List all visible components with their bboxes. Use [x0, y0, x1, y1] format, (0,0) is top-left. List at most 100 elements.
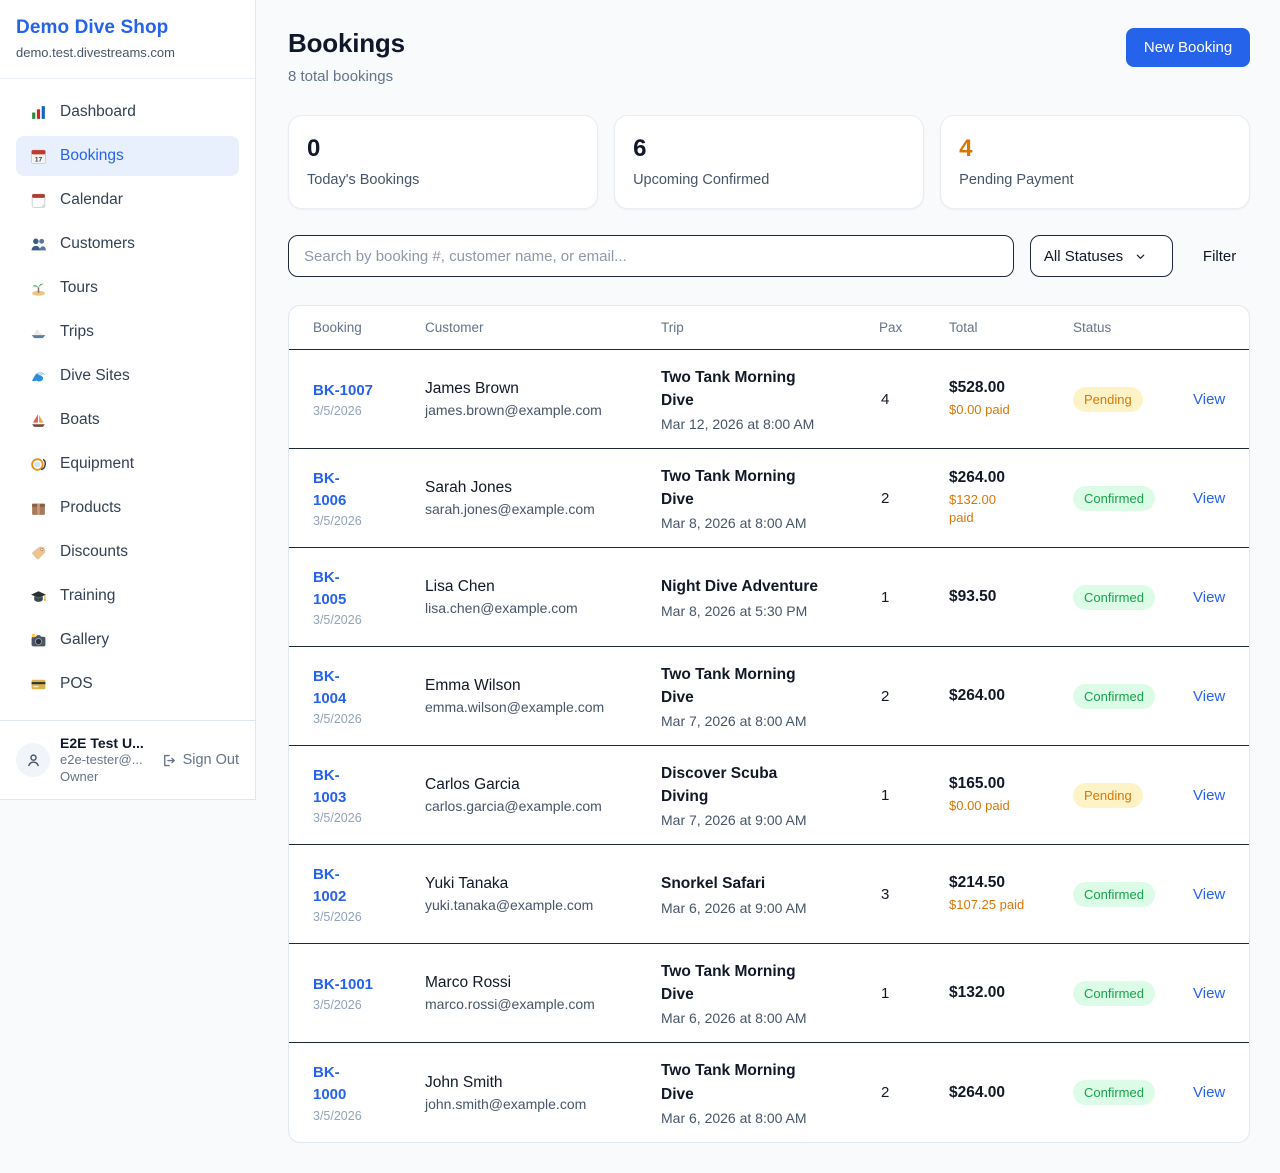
view-link[interactable]: View [1193, 984, 1226, 1002]
trip-cell: Night Dive Adventure Mar 8, 2026 at 5:30 … [661, 575, 879, 618]
sidebar-item-training[interactable]: Training [16, 576, 239, 616]
user-info: E2E Test U... e2e-tester@... Owner [60, 734, 151, 786]
customer-email: emma.wilson@example.com [425, 699, 605, 715]
sidebar-nav: Dashboard 17 Bookings Calendar Customers Tour… [0, 79, 255, 720]
sign-out-label: Sign Out [182, 752, 239, 769]
customer-email: john.smith@example.com [425, 1095, 587, 1112]
booking-row: BK- 1004 3/5/2026 Emma Wilson emma.wilson@e… [289, 647, 1250, 746]
customer-email: marco.rossi@example.com [425, 996, 595, 1012]
sidebar-item-label: Trips [60, 323, 94, 340]
filter-button[interactable]: Filter [1189, 248, 1250, 265]
view-cell: View [1193, 985, 1225, 1002]
sidebar-item-equipment[interactable]: Equipment [16, 444, 239, 484]
booking-number-link[interactable]: BK- 1000 [313, 1064, 347, 1103]
customer-name: Emma Wilson [425, 677, 521, 694]
user-name: E2E Test U... [60, 735, 144, 752]
sidebar-item-tours[interactable]: Tours [16, 268, 239, 308]
trip-name: Two Tank Morning Dive [661, 368, 796, 409]
pax-value: 1 [881, 984, 890, 1002]
total-cell: $165.00 $0.00 paid [949, 775, 1073, 815]
booking-number-link[interactable]: BK- 1005 [313, 568, 347, 608]
total-cell: $93.50 [949, 588, 1073, 606]
view-link[interactable]: View [1193, 489, 1226, 507]
booking-number-link[interactable]: BK-1001 [313, 975, 374, 993]
sidebar-item-discounts[interactable]: Discounts [16, 532, 239, 572]
booking-cell: BK-1007 3/5/2026 [313, 380, 425, 419]
sidebar-item-calendar[interactable]: Calendar [16, 180, 239, 220]
new-booking-button[interactable]: New Booking [1125, 28, 1251, 67]
status-badge: Confirmed [1073, 485, 1155, 511]
booking-row: BK- 1006 3/5/2026 Sarah Jones sarah.jones@e… [289, 449, 1250, 548]
view-link[interactable]: View [1193, 786, 1226, 804]
pax-value: 2 [881, 489, 890, 507]
status-badge: Confirmed [1073, 584, 1155, 610]
chevron-down-icon [1136, 254, 1145, 259]
total-amount: $528.00 [949, 378, 1006, 396]
view-link[interactable]: View [1193, 588, 1226, 606]
sidebar-item-dashboard[interactable]: Dashboard [16, 92, 239, 132]
booking-number-link[interactable]: BK- 1003 [313, 766, 347, 806]
stats-cards: 0 Today's Bookings 6 Upcoming Confirmed 4 Pen… [288, 115, 1251, 209]
customer-email: lisa.chen@example.com [425, 600, 578, 616]
bookings-calendar-icon: 17 [28, 147, 48, 165]
pax-value: 2 [881, 687, 890, 705]
status-cell: Confirmed [1073, 881, 1193, 907]
booking-row: BK-1001 3/5/2026 Marco Rossi marco.rossi@ex… [289, 944, 1250, 1043]
status-badge: Confirmed [1073, 881, 1155, 907]
tearoff-calendar-icon [28, 191, 48, 209]
sidebar-item-pos[interactable]: POS [16, 664, 239, 704]
sidebar-item-trips[interactable]: Trips [16, 312, 239, 352]
grad-cap-icon [28, 587, 48, 605]
column-header-status: Status [1073, 320, 1112, 335]
stat-label: Today's Bookings [307, 172, 420, 188]
sidebar-item-gallery[interactable]: Gallery [16, 620, 239, 660]
view-link[interactable]: View [1193, 1084, 1226, 1101]
sidebar-item-products[interactable]: Products [16, 488, 239, 528]
status-badge: Pending [1073, 386, 1143, 412]
sidebar-item-customers[interactable]: Customers [16, 224, 239, 264]
booking-row: BK-1007 3/5/2026 James Brown james.brown@ex… [289, 350, 1250, 449]
booking-row: BK- 1003 3/5/2026 Carlos Garcia carlos.garc… [289, 746, 1250, 845]
trip-name: Discover Scuba Diving [661, 764, 778, 805]
trip-datetime: Mar 6, 2026 at 8:00 AM [661, 1109, 807, 1126]
sidebar-item-boats[interactable]: Boats [16, 400, 239, 440]
booking-row: BK- 1002 3/5/2026 Yuki Tanaka yuki.tanaka@e… [289, 845, 1250, 944]
sidebar-item-dive-sites[interactable]: Dive Sites [16, 356, 239, 396]
brand-title: Demo Dive Shop [16, 17, 169, 38]
trip-cell: Two Tank Morning Dive Mar 6, 2026 at 8:00… [661, 960, 879, 1027]
total-cell: $264.00 [949, 1084, 1073, 1102]
booking-number-link[interactable]: BK- 1006 [313, 469, 347, 509]
page-subtitle: 8 total bookings [288, 68, 394, 85]
stat-value: 0 [307, 135, 321, 162]
booking-number-link[interactable]: BK-1007 [313, 381, 374, 399]
view-cell: View [1193, 1084, 1225, 1101]
booking-number-link[interactable]: BK- 1002 [313, 865, 347, 905]
customer-cell: Sarah Jones sarah.jones@example.com [425, 479, 661, 517]
status-filter-select[interactable]: All Statuses [1029, 235, 1173, 277]
view-link[interactable]: View [1193, 390, 1226, 408]
booking-cell: BK- 1000 3/5/2026 [313, 1062, 425, 1123]
view-link[interactable]: View [1193, 687, 1226, 705]
column-header-trip: Trip [661, 320, 684, 335]
booking-number-link[interactable]: BK- 1004 [313, 667, 347, 707]
user-role: Owner [60, 769, 99, 785]
trip-cell: Snorkel Safari Mar 6, 2026 at 9:00 AM [661, 872, 879, 915]
status-cell: Confirmed [1073, 1080, 1193, 1105]
sidebar-item-bookings[interactable]: 17 Bookings [16, 136, 239, 176]
sidebar-item-label: Dashboard [60, 103, 136, 120]
status-filter-value: All Statuses [1043, 247, 1124, 265]
view-link[interactable]: View [1193, 885, 1226, 903]
view-cell: View [1193, 787, 1225, 804]
status-cell: Confirmed [1073, 485, 1193, 511]
sidebar-item-label: Dive Sites [60, 367, 130, 384]
customer-cell: Yuki Tanaka yuki.tanaka@example.com [425, 875, 661, 913]
paid-amount: $132.00 paid [949, 491, 996, 525]
bar-chart-icon [28, 103, 48, 121]
search-input[interactable] [288, 235, 1014, 277]
sign-out-button[interactable]: Sign Out [161, 752, 239, 768]
status-badge: Confirmed [1073, 683, 1155, 709]
trip-cell: Two Tank Morning Dive Mar 7, 2026 at 8:00… [661, 663, 879, 730]
booking-date: 3/5/2026 [313, 404, 362, 419]
paid-amount: $0.00 paid [949, 797, 1010, 813]
view-cell: View [1193, 490, 1225, 507]
